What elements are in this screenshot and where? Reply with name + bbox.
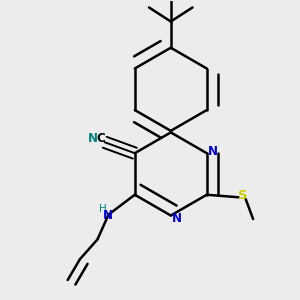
Text: C: C bbox=[97, 132, 105, 145]
Text: S: S bbox=[238, 189, 248, 202]
Text: N: N bbox=[208, 145, 218, 158]
Text: N: N bbox=[172, 212, 182, 225]
Text: N: N bbox=[88, 132, 98, 145]
Text: N: N bbox=[103, 209, 113, 222]
Text: H: H bbox=[99, 204, 107, 214]
